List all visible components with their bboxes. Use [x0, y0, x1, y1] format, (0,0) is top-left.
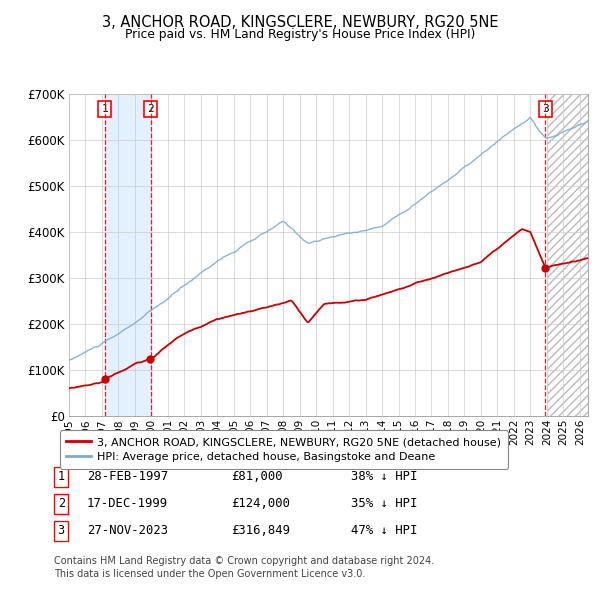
Text: 28-FEB-1997: 28-FEB-1997: [87, 470, 168, 483]
Text: 3: 3: [542, 104, 548, 114]
Text: 3, ANCHOR ROAD, KINGSCLERE, NEWBURY, RG20 5NE: 3, ANCHOR ROAD, KINGSCLERE, NEWBURY, RG2…: [102, 15, 498, 30]
Text: Contains HM Land Registry data © Crown copyright and database right 2024.: Contains HM Land Registry data © Crown c…: [54, 556, 434, 566]
Text: This data is licensed under the Open Government Licence v3.0.: This data is licensed under the Open Gov…: [54, 569, 365, 579]
Text: 2: 2: [58, 497, 65, 510]
Text: 38% ↓ HPI: 38% ↓ HPI: [351, 470, 418, 483]
Text: 1: 1: [58, 470, 65, 483]
Text: £81,000: £81,000: [231, 470, 283, 483]
Text: 35% ↓ HPI: 35% ↓ HPI: [351, 497, 418, 510]
Bar: [104, 94, 151, 416]
Text: Price paid vs. HM Land Registry's House Price Index (HPI): Price paid vs. HM Land Registry's House …: [125, 28, 475, 41]
Text: 17-DEC-1999: 17-DEC-1999: [87, 497, 168, 510]
Legend: 3, ANCHOR ROAD, KINGSCLERE, NEWBURY, RG20 5NE (detached house), HPI: Average pri: 3, ANCHOR ROAD, KINGSCLERE, NEWBURY, RG2…: [59, 430, 508, 468]
Text: £316,849: £316,849: [231, 525, 290, 537]
Text: 2: 2: [148, 104, 154, 114]
Text: 1: 1: [101, 104, 108, 114]
Text: 47% ↓ HPI: 47% ↓ HPI: [351, 525, 418, 537]
Text: 3: 3: [58, 525, 65, 537]
Text: £124,000: £124,000: [231, 497, 290, 510]
Text: 27-NOV-2023: 27-NOV-2023: [87, 525, 168, 537]
